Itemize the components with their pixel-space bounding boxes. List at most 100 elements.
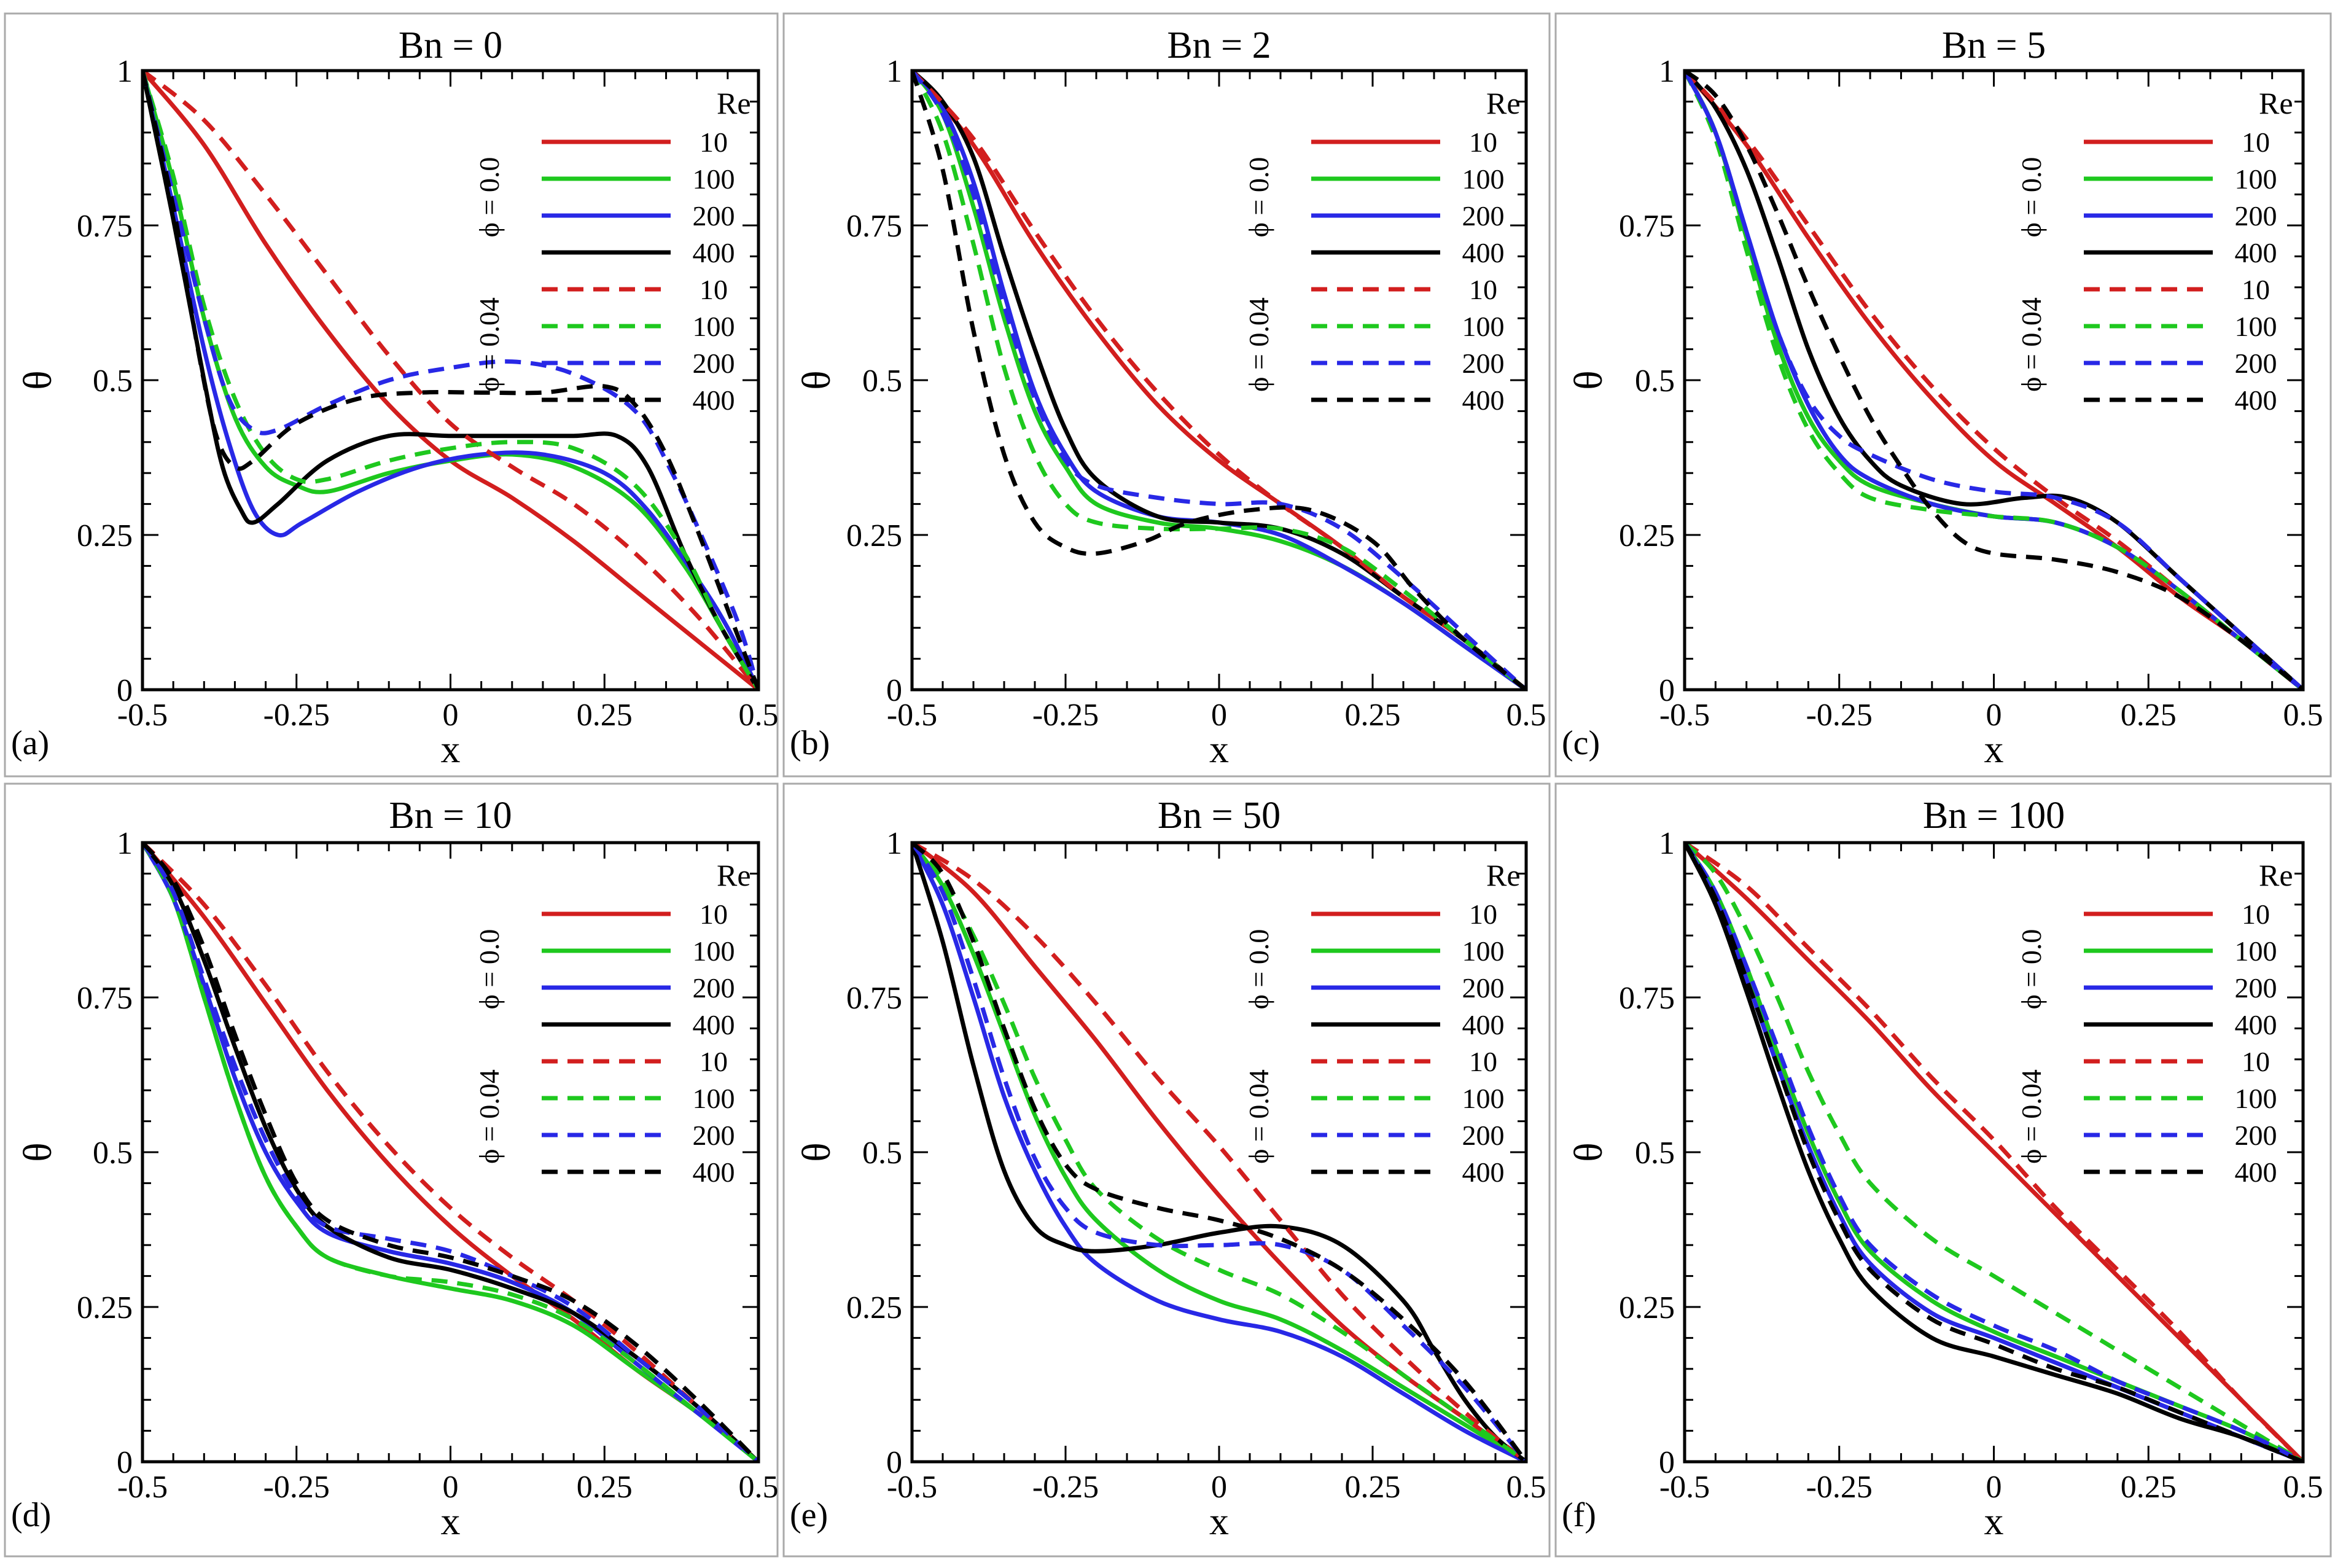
panel-d: Bn = 10 -0.5 -0.25 0 0.25 0.5 0 0.25 0.5 0.75 1 x θ (…	[4, 782, 779, 1558]
legend-group-label: ϕ = 0.0	[1243, 157, 1274, 238]
series-group	[1685, 843, 2303, 1462]
legend-label: 10	[700, 274, 728, 305]
legend-label: 200	[2235, 348, 2277, 379]
panel-title: Bn = 10	[389, 795, 512, 837]
legend-group-label: ϕ = 0.0	[2016, 157, 2047, 238]
legend-heading: Re	[2259, 858, 2293, 892]
legend-label: 100	[693, 1083, 735, 1114]
legend-heading: Re	[717, 858, 751, 892]
x-tick-label: -0.25	[1032, 1470, 1099, 1505]
y-tick-label: 0.75	[846, 209, 902, 244]
panel-label: (d)	[11, 1496, 51, 1534]
series-line-phi004-re10	[1685, 71, 2303, 690]
panel-title: Bn = 100	[1923, 795, 2065, 837]
series-line-phi004-re100	[912, 71, 1526, 690]
series-line-phi00-re200	[1685, 71, 2303, 690]
legend-group-label: ϕ = 0.04	[474, 297, 505, 392]
legend-label: 400	[2235, 1009, 2277, 1040]
series-line-phi00-re10	[912, 843, 1526, 1462]
x-axis-label: x	[1209, 1499, 1229, 1543]
legend-label: 400	[1462, 1009, 1505, 1040]
legend-label: 200	[2235, 1120, 2277, 1151]
y-tick-label: 0	[1659, 1445, 1675, 1480]
plot-area	[141, 841, 760, 1464]
series-line-phi00-re400	[1685, 843, 2303, 1462]
legend-label: 100	[1462, 163, 1505, 195]
y-tick-label: 0.25	[846, 518, 902, 553]
series-line-phi004-re10	[142, 843, 758, 1462]
series-group	[142, 843, 758, 1462]
x-tick-label: 0	[443, 698, 459, 733]
legend-label: 200	[1462, 1120, 1505, 1151]
series-line-phi00-re100	[912, 71, 1526, 690]
y-tick-label: 0.5	[1635, 1136, 1675, 1171]
x-tick-label: 0	[1211, 698, 1227, 733]
series-line-phi004-re200	[1685, 71, 2303, 690]
x-tick-label: -0.5	[117, 1470, 168, 1505]
panel-label: (b)	[790, 724, 830, 762]
panel-frame	[1554, 782, 2332, 1558]
x-tick-label: 0.5	[2283, 698, 2323, 733]
legend-label: 100	[1462, 935, 1505, 967]
series-line-phi00-re100	[142, 71, 758, 690]
series-line-phi004-re10	[1685, 843, 2303, 1462]
panel-label: (f)	[1562, 1496, 1596, 1534]
legend-label: 10	[1469, 127, 1497, 158]
plot-area	[910, 69, 1528, 692]
plot-area	[1683, 69, 2305, 692]
x-tick-label: -0.25	[1806, 698, 1873, 733]
y-tick-label: 0	[117, 1445, 133, 1480]
x-axis-label: x	[441, 727, 461, 771]
x-tick-label: 0.25	[1345, 698, 1401, 733]
panel-label: (c)	[1562, 724, 1600, 762]
y-tick-label: 0.75	[1619, 981, 1675, 1016]
legend-label: 100	[693, 935, 735, 967]
panel-a: Bn = 0 -0.5 -0.25 0 0.25 0.5 0 0.25 0.5 0.75 1 x θ (a…	[4, 12, 779, 778]
legend-label: 100	[1462, 1083, 1505, 1114]
y-tick-label: 1	[1659, 54, 1675, 89]
series-line-phi004-re400	[912, 843, 1526, 1462]
series-line-phi00-re400	[142, 71, 758, 690]
y-tick-label: 0.75	[846, 981, 902, 1016]
legend-group-label: ϕ = 0.04	[2016, 1069, 2047, 1164]
legend-label: 100	[693, 163, 735, 195]
series-line-phi004-re400	[142, 71, 758, 690]
legend-group-label: ϕ = 0.04	[2016, 297, 2047, 392]
x-tick-label: -0.25	[1806, 1470, 1873, 1505]
x-tick-label: -0.25	[1032, 698, 1099, 733]
x-axis-label: x	[1984, 727, 2004, 771]
legend-label: 200	[2235, 200, 2277, 232]
series-line-phi004-re100	[1685, 843, 2303, 1462]
x-tick-label: 0.25	[2121, 1470, 2177, 1505]
legend-label: 400	[693, 1009, 735, 1040]
y-tick-label: 0.5	[93, 364, 133, 399]
y-axis-label: θ	[1566, 370, 1611, 390]
legend-heading: Re	[1486, 86, 1521, 120]
series-line-phi00-re400	[912, 843, 1526, 1462]
legend-label: 100	[2235, 935, 2277, 967]
legend-label: 200	[1462, 348, 1505, 379]
legend-label: 400	[2235, 1156, 2277, 1188]
x-tick-label: 0.5	[2283, 1470, 2323, 1505]
legend-label: 400	[1462, 237, 1505, 268]
y-tick-label: 0.25	[77, 518, 133, 553]
y-tick-label: 1	[117, 54, 133, 89]
x-tick-label: -0.5	[1659, 1470, 1710, 1505]
x-tick-label: 0.5	[739, 698, 779, 733]
legend-label: 200	[1462, 200, 1505, 232]
legend-label: 400	[2235, 384, 2277, 416]
y-tick-label: 0.5	[862, 1136, 902, 1171]
legend-label: 10	[2242, 274, 2270, 305]
x-axis-label: x	[1984, 1499, 2004, 1543]
series-line-phi004-re400	[1685, 843, 2303, 1462]
y-axis-label: θ	[15, 370, 60, 390]
y-tick-label: 0.75	[1619, 209, 1675, 244]
series-line-phi00-re200	[912, 71, 1526, 690]
x-tick-label: 0.25	[1345, 1470, 1401, 1505]
x-tick-label: 0	[1986, 698, 2002, 733]
y-axis-label: θ	[794, 370, 839, 390]
x-tick-label: -0.5	[887, 698, 937, 733]
legend-label: 10	[700, 127, 728, 158]
legend-heading: Re	[2259, 86, 2293, 120]
legend-label: 200	[693, 200, 735, 232]
